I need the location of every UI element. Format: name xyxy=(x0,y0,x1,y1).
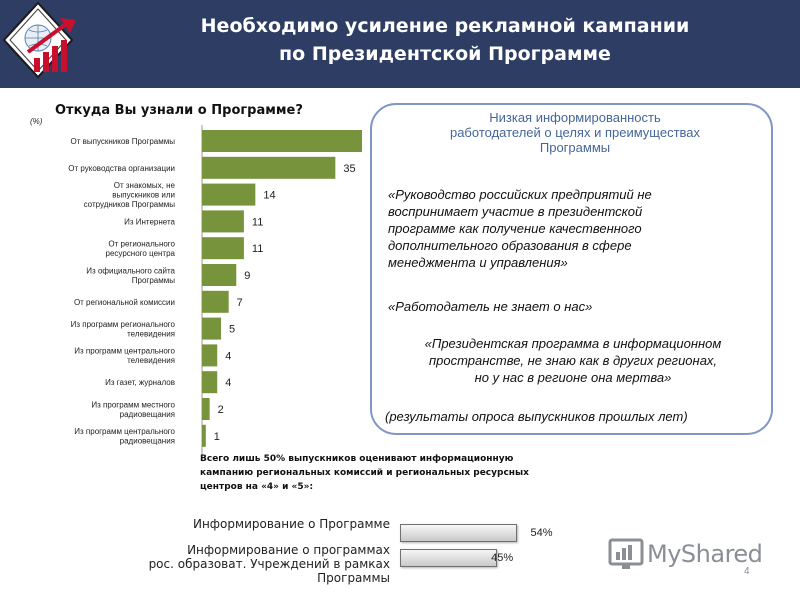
chart-title: Откуда Вы узнали о Программе? xyxy=(55,103,303,118)
category-label: От региональной комиссии xyxy=(74,298,175,307)
quote-3-line: но у нас в регионе она мертва» xyxy=(474,370,672,385)
quote-box-heading: Низкая информированность работодателей о… xyxy=(410,110,740,155)
stat-bar-institutions xyxy=(400,549,498,567)
category-label-line: сотрудников Программы xyxy=(84,200,176,209)
survey-note: Всего лишь 50% выпускников оценивают инф… xyxy=(200,452,580,494)
quote-3: «Президентская программа в информационно… xyxy=(388,335,758,386)
category-label-line: Программы xyxy=(132,276,175,285)
category-label: Из программ регионального телевидения xyxy=(71,320,176,339)
quote-1-line: воспринимает участие в президентской xyxy=(388,204,643,219)
data-label: 5 xyxy=(229,324,235,336)
stat-label-line: Информирование о программах xyxy=(187,543,390,557)
data-label: 2 xyxy=(218,404,224,416)
bar xyxy=(202,210,244,233)
quote-2: «Работодатель не знает о нас» xyxy=(388,299,593,314)
bar xyxy=(202,371,218,394)
category-label: От знакомых, не выпускников или сотруднико… xyxy=(84,181,176,209)
category-label-line: радиовещания xyxy=(120,437,175,446)
category-label: От выпускников Программы xyxy=(71,137,176,146)
category-label-line: Из Интернета xyxy=(124,217,175,226)
bar xyxy=(202,344,218,367)
note-line: Всего лишь 50% выпускников оценивают инф… xyxy=(200,454,514,464)
category-label-line: телевидения xyxy=(127,329,175,338)
stat-label-line: Информирование о Программе xyxy=(192,517,390,531)
category-label-line: От выпускников Программы xyxy=(71,137,176,146)
bar xyxy=(202,183,256,206)
stat-label-line: рос. образоват. Учреждений в рамках xyxy=(148,557,390,571)
quote-1: «Руководство российских предприятий не в… xyxy=(388,186,748,271)
chart-unit: (%) xyxy=(30,117,43,126)
box-head-line-2: работодателей о целях и преимуществах xyxy=(449,125,701,140)
quote-source: (результаты опроса выпускников прошлых л… xyxy=(385,409,688,424)
title-line-1: Необходимо усиление рекламной кампании xyxy=(200,15,690,37)
stat-value-programme: 54% xyxy=(530,527,553,539)
data-label: 11 xyxy=(252,243,263,255)
data-label: 4 xyxy=(225,377,231,389)
logo-icon xyxy=(2,1,76,79)
data-label: 11 xyxy=(252,216,263,228)
quote-3-line: «Президентская программа в информационно… xyxy=(424,336,722,351)
data-label: 14 xyxy=(263,190,275,202)
data-label: 9 xyxy=(244,270,250,282)
category-label: Из программ центрального телевидения xyxy=(74,347,175,366)
quote-1-line: «Руководство российских предприятий не xyxy=(388,187,652,202)
bar xyxy=(202,237,244,260)
bar xyxy=(202,264,237,286)
bar xyxy=(202,398,210,420)
data-label: 35 xyxy=(343,163,355,175)
header-bar: Необходимо усиление рекламной кампании п… xyxy=(0,0,800,88)
stat-value-institutions: 45% xyxy=(491,552,514,564)
data-label: 7 xyxy=(237,297,243,309)
page-number: 4 xyxy=(744,566,750,577)
bar xyxy=(202,317,222,340)
bar xyxy=(202,156,336,179)
category-label-line: Из программ центрального xyxy=(74,427,175,436)
category-label-line: телевидения xyxy=(127,356,175,365)
bar-chart: От выпускников Программы 35 От руководства… xyxy=(68,125,362,455)
watermark-text: MyShared xyxy=(647,540,763,568)
bar xyxy=(202,130,362,152)
note-line: центров на «4» и «5»: xyxy=(200,482,314,492)
data-label: 1 xyxy=(214,431,220,443)
category-label-line: выпускников или xyxy=(112,191,175,200)
quote-3-line: пространстве, не знаю как в других регио… xyxy=(428,353,718,368)
category-label-line: ресурсного центра xyxy=(106,249,176,258)
category-label-line: Из программ местного xyxy=(91,400,175,409)
category-label-line: От регионального xyxy=(108,239,175,248)
stat-label-line: Программы xyxy=(317,571,390,585)
category-label-line: радиовещания xyxy=(120,410,175,419)
category-label-line: Из газет, журналов xyxy=(105,378,175,387)
category-label: Из газет, журналов xyxy=(105,378,175,387)
watermark-icon xyxy=(608,538,644,569)
category-label-line: Из программ регионального xyxy=(71,320,176,329)
stat-label-institutions: Информирование о программах рос. образов… xyxy=(100,543,390,585)
stat-label-programme: Информирование о Программе xyxy=(100,517,390,531)
quote-1-line: дополнительного образования в сфере xyxy=(388,238,632,253)
category-label: Из программ местного радиовещания xyxy=(91,400,175,419)
category-label-line: Из официального сайта xyxy=(86,266,175,275)
data-label: 4 xyxy=(225,350,231,362)
box-head-line-1: Низкая информированность xyxy=(489,110,661,125)
category-label: От руководства организации xyxy=(68,164,175,173)
stat-bar-programme xyxy=(400,524,517,542)
category-label: Из официального сайта Программы xyxy=(86,266,175,285)
page-title: Необходимо усиление рекламной кампании п… xyxy=(110,12,780,68)
category-label-line: От руководства организации xyxy=(68,164,175,173)
quote-box xyxy=(370,103,773,435)
category-label: Из Интернета xyxy=(124,217,175,226)
box-head-line-3: Программы xyxy=(539,140,611,155)
category-label: От регионального ресурсного центра xyxy=(106,239,176,258)
title-line-2: по Президентской Программе xyxy=(279,43,611,65)
bar xyxy=(202,290,229,313)
category-label-line: От региональной комиссии xyxy=(74,298,175,307)
category-label: Из программ центрального радиовещания xyxy=(74,427,175,446)
note-line: кампанию региональных комиссий и региона… xyxy=(200,468,529,478)
quote-1-line: программе как получение качественного xyxy=(388,221,642,236)
category-label-line: От знакомых, не xyxy=(114,181,176,190)
quote-1-line: менеджмента и управления» xyxy=(388,255,568,270)
category-label-line: Из программ центрального xyxy=(74,347,175,356)
bar xyxy=(202,424,206,447)
